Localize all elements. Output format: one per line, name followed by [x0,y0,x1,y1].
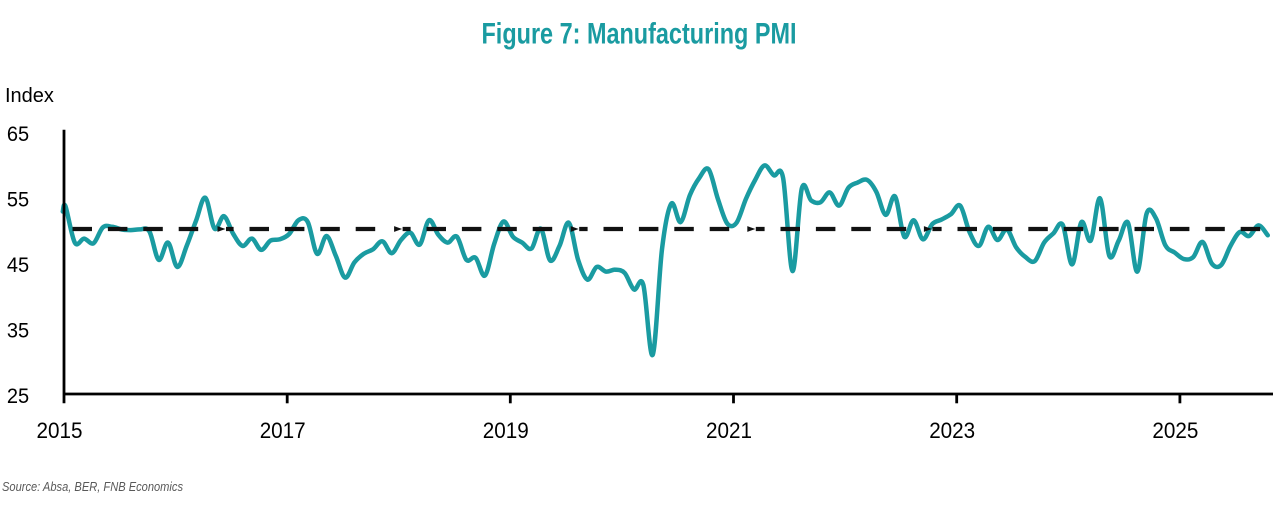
svg-text:Index: Index [5,85,54,107]
svg-text:35: 35 [7,319,29,342]
svg-text:2023: 2023 [929,418,975,443]
svg-text:Figure 7: Manufacturing PMI: Figure 7: Manufacturing PMI [482,18,797,51]
svg-text:2015: 2015 [37,418,83,443]
svg-text:2025: 2025 [1152,418,1198,443]
svg-text:2017: 2017 [260,418,306,443]
svg-text:2019: 2019 [483,418,529,443]
svg-text:55: 55 [7,188,29,211]
svg-text:2021: 2021 [706,418,752,443]
svg-text:25: 25 [7,385,29,408]
svg-text:65: 65 [7,123,29,146]
svg-text:45: 45 [7,254,29,277]
svg-text:Source: Absa, BER, FNB Economi: Source: Absa, BER, FNB Economics [2,479,183,494]
